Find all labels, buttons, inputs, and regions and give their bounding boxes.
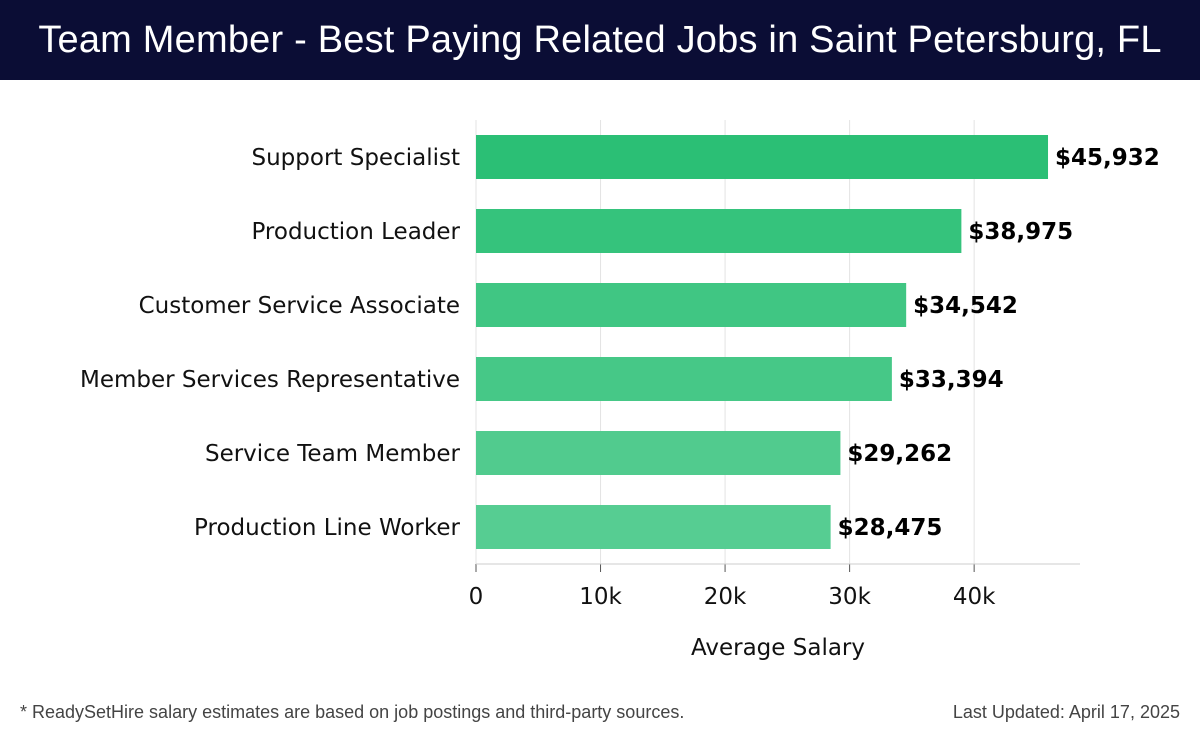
- last-updated: Last Updated: April 17, 2025: [952, 702, 1180, 722]
- grid-lines: [475, 120, 975, 564]
- x-axis: 0 10k 20k 30k 40k: [469, 563, 1080, 610]
- value-label: $33,394: [899, 367, 1004, 393]
- footer-note: * ReadySetHire salary estimates are base…: [20, 702, 685, 722]
- value-label: $45,932: [1055, 145, 1160, 171]
- x-tick-label: 10k: [579, 584, 622, 610]
- bar: [476, 135, 1049, 179]
- category-label: Customer Service Associate: [139, 293, 460, 319]
- chart-title: Team Member - Best Paying Related Jobs i…: [38, 18, 1162, 61]
- bars: [476, 135, 1049, 549]
- category-label: Member Services Representative: [80, 367, 460, 393]
- x-tick-label: 0: [469, 584, 484, 610]
- category-label: Service Team Member: [205, 441, 461, 467]
- x-tick-label: 40k: [953, 584, 996, 610]
- x-axis-label: Average Salary: [691, 635, 865, 661]
- value-label: $34,542: [913, 293, 1018, 319]
- category-label: Production Leader: [251, 219, 460, 245]
- bar: [476, 431, 841, 475]
- category-labels: Support Specialist Production Leader Custo…: [80, 145, 461, 541]
- category-label: Support Specialist: [252, 145, 461, 171]
- bar: [476, 357, 892, 401]
- bar: [476, 283, 907, 327]
- bar: [476, 209, 962, 253]
- salary-bar-chart: Support Specialist Production Leader Custo…: [80, 120, 1160, 661]
- chart-title-bar: Team Member - Best Paying Related Jobs i…: [0, 0, 1200, 80]
- value-label: $38,975: [968, 219, 1073, 245]
- x-tick-label: 30k: [828, 584, 871, 610]
- value-label: $29,262: [847, 441, 952, 467]
- x-tick-label: 20k: [704, 584, 747, 610]
- footer: * ReadySetHire salary estimates are base…: [0, 690, 1200, 740]
- category-label: Production Line Worker: [194, 515, 460, 541]
- value-label: $28,475: [838, 515, 943, 541]
- bar: [476, 505, 831, 549]
- value-labels: $45,932 $38,975 $34,542 $33,394 $29,262 $28,4…: [838, 145, 1160, 541]
